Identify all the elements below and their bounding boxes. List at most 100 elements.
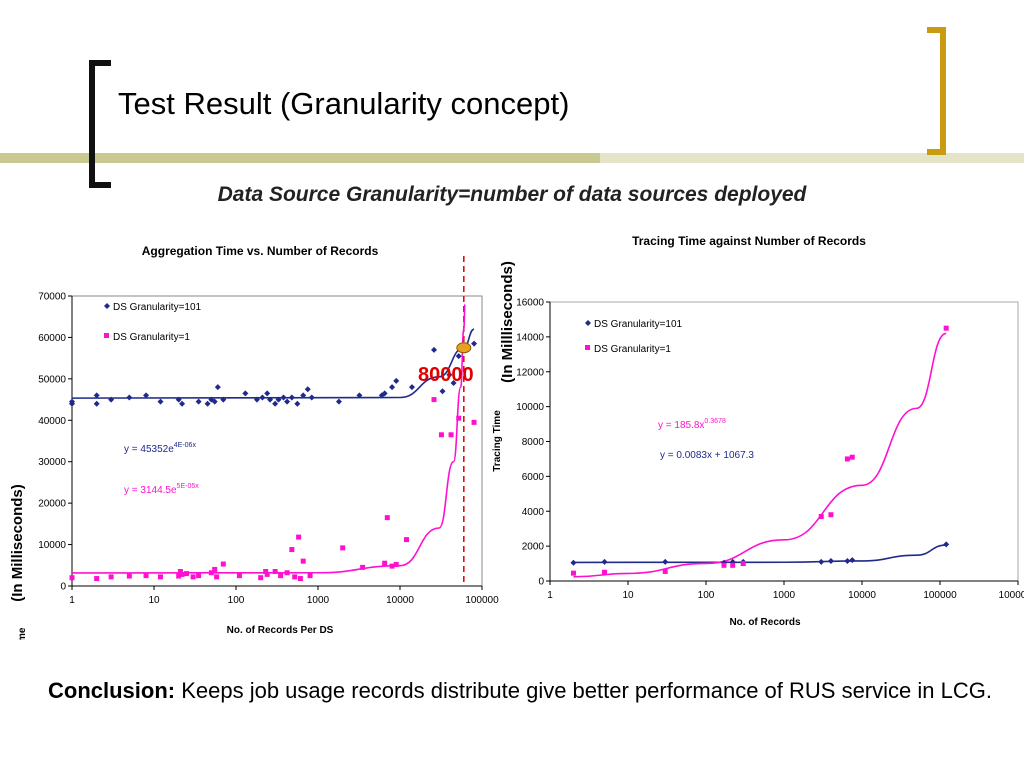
- chart1-s1-point-18: [263, 569, 269, 574]
- chart1-s0-point-27: [300, 392, 307, 399]
- chart2-ytick-1: 2000: [522, 542, 545, 553]
- chart1-s0-point-35: [393, 377, 400, 384]
- chart1-s1-point-31: [382, 560, 388, 566]
- chart1-trend-base-0: y = 45352e: [124, 444, 174, 455]
- chart2-xtick-3: 1000: [773, 590, 796, 601]
- chart2-s0-point-2: [662, 558, 669, 565]
- chart1-s1-point-26: [297, 576, 303, 582]
- chart1-s0-point-15: [220, 396, 227, 403]
- chart2-ytick-5: 10000: [516, 402, 544, 413]
- chart2-legend-marker-1: [585, 345, 590, 350]
- chart1-s0-point-20: [267, 396, 274, 403]
- chart2-s0-point-9: [849, 557, 856, 564]
- chart2-s0-point-0: [570, 559, 577, 566]
- chart1-s1-point-14: [214, 574, 220, 580]
- chart1-ticks: 0 10000 20000 30000 40000 50000 60000 70000 1 10 1…: [38, 292, 499, 607]
- chart1-s1-point-3: [126, 573, 132, 579]
- chart1-s0-point-40: [450, 380, 457, 386]
- chart2-s1-point-8: [844, 456, 850, 462]
- chart1-s1-point-5: [157, 574, 163, 580]
- chart1-ytick-7: 70000: [38, 292, 66, 303]
- chart2-xtick-0: 1: [547, 590, 553, 601]
- chart1-xtick-4: 10000: [386, 595, 414, 606]
- chart1-s1-point-17: [258, 575, 264, 581]
- chart1-s0-point-17: [253, 396, 260, 403]
- chart2-s0-point-7: [827, 557, 834, 564]
- chart1-xlabel: No. of Records Per DS: [227, 625, 334, 636]
- chart2-ytick-2: 4000: [522, 507, 545, 518]
- chart1-s0-point-30: [335, 398, 342, 405]
- chart1-trend-exp-1: 5E-05x: [177, 483, 200, 490]
- chart1-s1-point-38: [448, 432, 454, 438]
- chart1-s1-point-1: [94, 576, 100, 582]
- chart1-s1-point-20: [272, 569, 278, 574]
- chart1-s0-point-28: [304, 386, 311, 393]
- chart1-ylabel: Aggregation Time: [17, 627, 28, 640]
- chart1-legend-label-1: DS Granularity=1: [113, 332, 190, 343]
- chart2-s1-point-4: [730, 562, 736, 568]
- chart2-legend-label-0: DS Granularity=101: [594, 319, 683, 330]
- chart1-s1-point-4: [143, 573, 149, 579]
- chart1-grid: [71, 295, 483, 587]
- chart1-s0-point-19: [264, 390, 271, 397]
- chart1-s0-point-39: [446, 371, 453, 378]
- chart1-s0-point-9: [179, 400, 186, 407]
- chart2-ytick-3: 6000: [522, 472, 545, 483]
- chart1-s0-point-38: [439, 388, 446, 395]
- chart2-legend-label-1: DS Granularity=1: [594, 344, 671, 355]
- chart2-legend: DS Granularity=101 DS Granularity=1: [585, 319, 683, 355]
- chart1-s0-point-16: [242, 390, 249, 397]
- chart1-s0-point-41: [455, 353, 462, 360]
- chart1-s0-point-33: [381, 390, 388, 397]
- chart1-s0-point-29: [308, 394, 315, 401]
- chart1-s1-point-13: [212, 566, 218, 572]
- chart1-plot-area: [71, 295, 483, 587]
- chart2-ytick-7: 14000: [516, 332, 544, 343]
- aggregation-chart: Aggregation Time vs. Number of Records (…: [9, 244, 499, 640]
- chart2-xtick-5: 100000: [923, 590, 957, 601]
- chart1-s1-point-21: [278, 573, 284, 579]
- chart1-points: [69, 340, 478, 582]
- chart1-s1-point-30: [360, 564, 366, 570]
- chart1-title: Aggregation Time vs. Number of Records: [142, 244, 379, 258]
- chart1-trend-label-1: y = 3144.5e5E-05x: [124, 483, 199, 496]
- chart1-s0-point-8: [175, 396, 182, 403]
- chart1-s0-point-7: [157, 398, 164, 405]
- chart1-s0-point-13: [211, 398, 218, 405]
- chart1-ytick-4: 40000: [38, 416, 66, 427]
- chart1-s1-point-8: [179, 571, 185, 577]
- page-title: Test Result (Granularity concept): [118, 86, 570, 121]
- chart2-s1-point-1: [602, 569, 608, 575]
- chart1-s0-point-22: [275, 396, 282, 403]
- chart1-s0-point-42: [471, 340, 478, 347]
- chart1-xtick-0: 1: [69, 595, 75, 606]
- chart2-ytick-4: 8000: [522, 437, 545, 448]
- chart1-s0-point-37: [431, 346, 438, 353]
- chart1-s0-point-23: [280, 394, 287, 401]
- chart1-legend-marker-1: [104, 333, 109, 338]
- chart2-xtick-1: 10: [622, 590, 634, 601]
- chart1-s0-point-24: [284, 398, 291, 405]
- chart1-s0-point-2: [93, 392, 100, 399]
- chart2-ticks: 0 2000 4000 6000 8000 10000 12000 14000 16000 1 10…: [516, 298, 1024, 602]
- chart1-ytick-5: 50000: [38, 374, 66, 385]
- chart1-s1-point-25: [296, 534, 302, 540]
- chart2-s1-point-2: [662, 568, 668, 574]
- chart1-s0-point-26: [294, 400, 301, 407]
- right-bracket: [927, 27, 946, 155]
- chart1-xtick-3: 1000: [307, 595, 330, 606]
- chart1-s1-point-28: [307, 573, 313, 579]
- chart1-trend-base-1: y = 3144.5e: [124, 485, 177, 496]
- chart2-s0-point-1: [601, 558, 608, 565]
- chart1-s0-point-34: [389, 384, 396, 391]
- chart1-s1-point-41: [471, 419, 477, 425]
- chart1-xtick-2: 100: [228, 595, 245, 606]
- chart1-s0-point-11: [204, 400, 211, 407]
- chart1-trend-label-0: y = 45352e4E-06x: [124, 442, 196, 455]
- chart2-s1-point-9: [849, 454, 855, 460]
- chart1-s0-point-25: [288, 394, 295, 401]
- conclusion-text: Keeps job usage records distribute give …: [175, 678, 992, 703]
- chart1-s0-point-5: [126, 394, 133, 401]
- chart2-trend-label-1: y = 185.8x0.3678: [658, 418, 726, 431]
- chart2-s1-point-10: [943, 325, 949, 331]
